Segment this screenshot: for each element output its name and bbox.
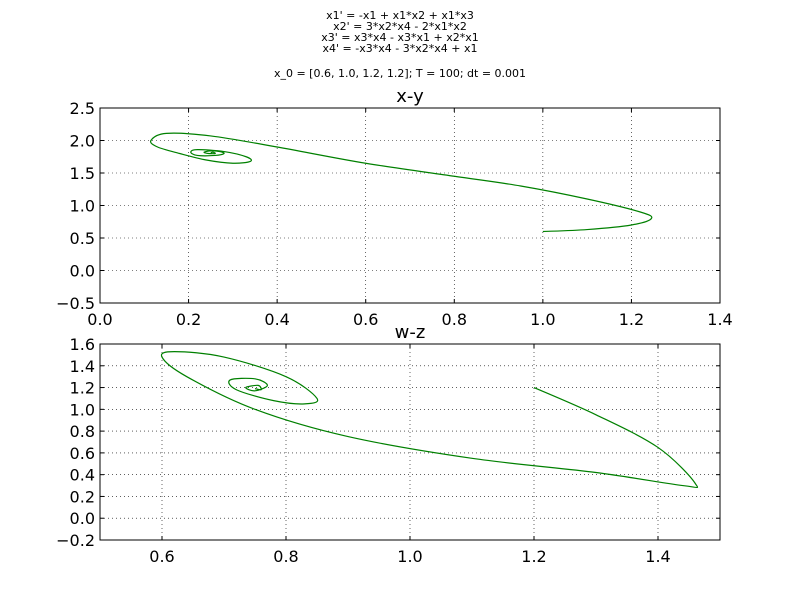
- trajectory-line: [160, 351, 699, 489]
- y-tick-label: 0.0: [70, 262, 95, 281]
- x-tick-label: 1.0: [397, 547, 422, 566]
- x-tick-label: 1.4: [707, 310, 732, 329]
- x-tick-label: 1.4: [645, 547, 670, 566]
- parameters-line: x_0 = [0.6, 1.0, 1.2, 1.2]; T = 100; dt …: [273, 67, 527, 80]
- axes-frame: [99, 343, 721, 541]
- x-tick-label: 1.2: [521, 547, 546, 566]
- y-tick-label: 0.0: [70, 509, 95, 528]
- y-tick-label: 0.2: [70, 487, 95, 506]
- y-tick-label: 2.0: [70, 132, 95, 151]
- equation-line: x3' = x3*x4 - x3*x1 + x2*x1: [321, 31, 479, 44]
- y-tick-label: 1.0: [70, 197, 95, 216]
- y-tick-label: 1.6: [70, 335, 95, 354]
- x-tick-label: 1.0: [530, 310, 555, 329]
- plot-xy: 0.0 0.2 0.4 0.6 0.8 1.0 1.2 1.4−0.50.00.51.01.5…: [56, 86, 733, 329]
- y-tick-label: 0.6: [70, 444, 95, 463]
- equation-line: x2' = 3*x2*x4 - 2*x1*x2: [333, 20, 467, 33]
- y-tick-label: 2.5: [70, 99, 95, 118]
- y-tick-label: −0.2: [56, 531, 95, 550]
- x-tick-label: 0.2: [176, 310, 201, 329]
- y-tick-label: 0.4: [70, 466, 95, 485]
- x-tick-label: 0.8: [442, 310, 467, 329]
- x-tick-label: 0.4: [264, 310, 289, 329]
- y-tick-label: 1.4: [70, 357, 95, 376]
- plot-wz: 0.6 0.8 1.0 1.2 1.4 −0.2 0.0 0.2 0.4 0.6 0.8 1.0 1.2…: [56, 322, 721, 566]
- equation-line: x4' = -x3*x4 - 3*x2*x4 + x1: [322, 42, 478, 55]
- chart-title: w-z: [395, 322, 426, 343]
- y-tick-label: 0.5: [70, 229, 95, 248]
- x-tick-label: 0.6: [353, 310, 378, 329]
- y-tick-label: −0.5: [56, 294, 95, 313]
- x-tick-label: 0.8: [273, 547, 298, 566]
- x-tick-label: 0.0: [87, 310, 112, 329]
- chart-title: x-y: [396, 86, 424, 107]
- y-tick-label: 1.5: [70, 164, 95, 183]
- equation-line: x1' = -x1 + x1*x2 + x1*x3: [326, 9, 474, 22]
- trajectory-line: [149, 132, 653, 233]
- y-tick-label: 1.0: [70, 400, 95, 419]
- y-tick-label: 0.8: [70, 422, 95, 441]
- x-tick-label: 0.6: [149, 547, 174, 566]
- x-tick-label: 1.2: [619, 310, 644, 329]
- y-tick-label: 1.2: [70, 379, 95, 398]
